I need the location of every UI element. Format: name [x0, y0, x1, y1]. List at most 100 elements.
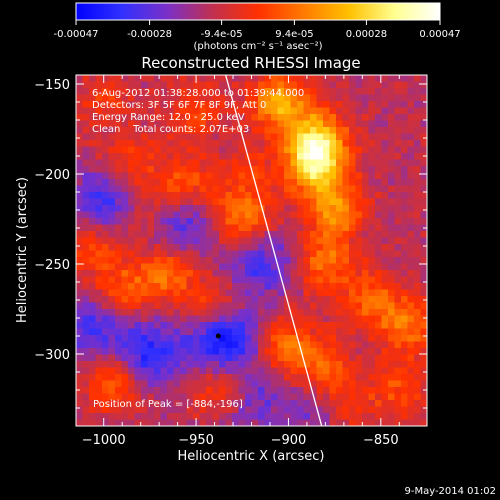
heatmap-cell [414, 341, 421, 349]
heatmap-cell [167, 146, 174, 154]
heatmap-cell [232, 231, 239, 238]
heatmap-cell [258, 107, 265, 115]
heatmap-cell [329, 328, 337, 336]
heatmap-cell [264, 159, 272, 167]
heatmap-cell [89, 335, 96, 342]
heatmap-cell [108, 179, 116, 186]
heatmap-cell [336, 231, 343, 238]
heatmap-cell [206, 127, 213, 134]
heatmap-cell [160, 413, 168, 420]
heatmap-cell [225, 302, 233, 310]
heatmap-cell [336, 406, 343, 414]
heatmap-cell [258, 101, 265, 108]
heatmap-cell [323, 270, 330, 277]
heatmap-cell [407, 185, 415, 193]
heatmap-cell [284, 133, 291, 141]
heatmap-cell [349, 419, 356, 426]
heatmap-cell [245, 361, 252, 368]
heatmap-cell [316, 387, 324, 394]
heatmap-cell [401, 250, 408, 258]
heatmap-cell [342, 250, 350, 258]
heatmap-cell [193, 263, 200, 271]
heatmap-cell [206, 302, 213, 310]
heatmap-cell [355, 244, 363, 251]
peak-marker [215, 333, 221, 339]
heatmap-cell [180, 341, 187, 349]
heatmap-cell [76, 127, 83, 134]
heatmap-cell [277, 335, 285, 342]
heatmap-cell [388, 309, 395, 316]
heatmap-cell [316, 328, 324, 336]
heatmap-cell [232, 393, 239, 401]
heatmap-cell [375, 270, 382, 277]
heatmap-cell [89, 374, 96, 381]
heatmap-cell [160, 172, 168, 180]
heatmap-cell [95, 263, 103, 271]
heatmap-cell [82, 140, 90, 147]
heatmap-cell [199, 172, 207, 180]
heatmap-cell [212, 101, 220, 108]
heatmap-cell [95, 400, 103, 407]
heatmap-cell [212, 302, 220, 310]
heatmap-cell [219, 198, 226, 206]
heatmap-cell [251, 335, 259, 342]
heatmap-cell [407, 192, 415, 199]
heatmap-cell [121, 133, 129, 141]
heatmap-cell [108, 146, 116, 154]
heatmap-cell [362, 166, 369, 173]
heatmap-cell [128, 205, 135, 212]
heatmap-cell [394, 81, 402, 89]
heatmap-cell [381, 179, 389, 186]
heatmap-cell [362, 127, 369, 134]
heatmap-cell [290, 302, 298, 310]
heatmap-cell [329, 114, 337, 121]
heatmap-cell [225, 172, 233, 180]
heatmap-cell [121, 296, 129, 303]
heatmap-cell [82, 120, 90, 128]
heatmap-cell [167, 120, 174, 128]
heatmap-cell [245, 81, 252, 89]
heatmap-cell [303, 315, 311, 323]
heatmap-cell [271, 367, 278, 375]
heatmap-cell [134, 120, 142, 128]
heatmap-cell [264, 406, 272, 414]
heatmap-cell [297, 400, 304, 407]
heatmap-cell [310, 198, 317, 206]
heatmap-cell [180, 198, 187, 206]
heatmap-cell [355, 133, 363, 141]
heatmap-cell [206, 419, 213, 426]
heatmap-cell [206, 211, 213, 219]
heatmap-cell [186, 107, 194, 115]
heatmap-cell [121, 361, 129, 368]
heatmap-cell [394, 133, 402, 141]
heatmap-cell [160, 192, 168, 199]
heatmap-cell [310, 309, 317, 316]
heatmap-cell [297, 283, 304, 290]
colorbar-gradient [75, 2, 441, 21]
heatmap-cell [394, 354, 402, 362]
heatmap-cell [238, 211, 246, 219]
heatmap-cell [219, 380, 226, 388]
heatmap-cell [108, 205, 116, 212]
heatmap-cell [173, 146, 181, 154]
heatmap-cell [329, 88, 337, 95]
heatmap-cell [277, 302, 285, 310]
heatmap-cell [329, 231, 337, 238]
heatmap-cell [225, 296, 233, 303]
heatmap-cell [95, 341, 103, 349]
heatmap-cell [316, 172, 324, 180]
heatmap-cell [310, 211, 317, 219]
heatmap-cell [420, 263, 427, 271]
heatmap-cell [271, 81, 278, 89]
heatmap-cell [368, 192, 376, 199]
heatmap-cell [180, 120, 187, 128]
heatmap-cell [394, 146, 402, 154]
heatmap-cell [414, 413, 421, 420]
heatmap-cell [134, 341, 142, 349]
heatmap-cell [251, 185, 259, 193]
heatmap-cell [290, 270, 298, 277]
heatmap-cell [264, 354, 272, 362]
heatmap-cell [89, 341, 96, 349]
heatmap-cell [95, 250, 103, 258]
heatmap-cell [147, 198, 155, 206]
